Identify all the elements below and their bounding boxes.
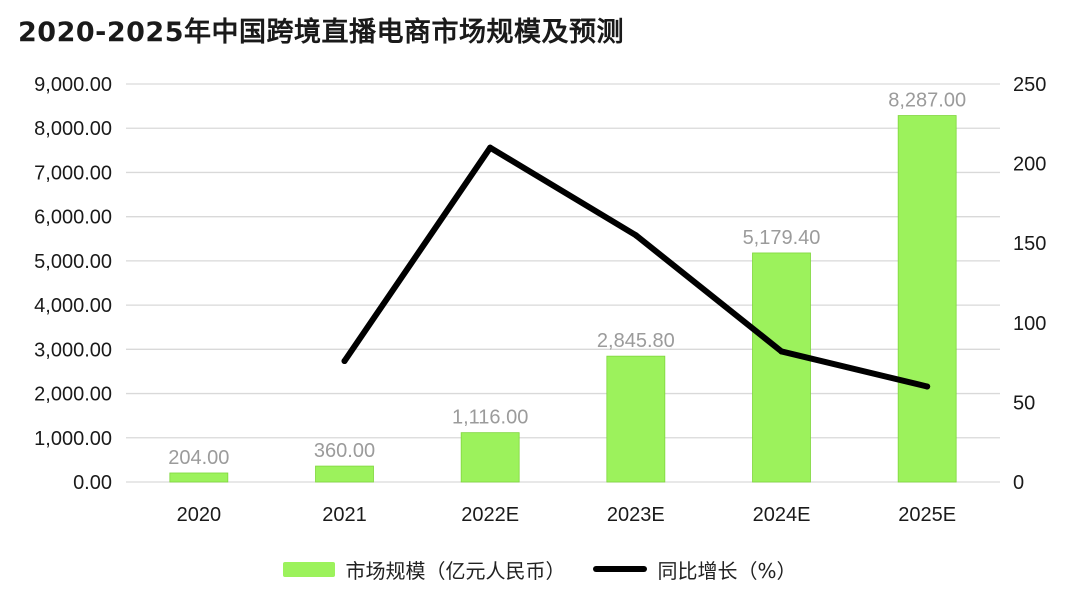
legend: 市场规模（亿元人民币） 同比增长（%） [0,551,1080,587]
bar-data-label: 8,287.00 [888,90,966,112]
bars-market-size [169,115,957,483]
x-tick-label: 2025E [898,504,956,526]
bar-2021 [315,465,374,483]
line-yoy-growth [341,144,931,390]
yoy-point-2023E [632,232,639,239]
bar-data-label: 1,116.00 [452,407,528,429]
chart-title: 2020-2025年中国跨境直播电商市场规模及预测 [18,17,624,48]
bar-2023E [606,355,666,483]
x-tick-label: 2024E [753,504,811,526]
bar-data-label: 204.00 [168,447,229,469]
yoy-point-2024E [778,348,785,355]
legend-label-market-size: 市场规模（亿元人民币） [345,558,566,583]
left-tick-label: 3,000.00 [34,339,112,361]
bar-data-label: 5,179.40 [743,227,821,249]
bar-2022E [460,432,520,483]
x-tick-label: 2020 [177,504,222,526]
left-tick-label: 5,000.00 [34,251,112,273]
x-tick-label: 2023E [607,504,665,526]
left-axis: 0.00 1,000.00 2,000.00 3,000.00 4,000.00 5,00… [34,74,112,494]
left-tick-label: 1,000.00 [34,428,112,450]
left-tick-label: 4,000.00 [34,295,112,317]
left-tick-label: 9,000.00 [34,74,112,96]
bar-2024E [752,252,811,483]
right-tick-label: 100 [1013,313,1046,335]
legend-label-yoy-growth: 同比增长（%） [657,558,797,583]
bar-data-label: 360.00 [314,440,375,462]
yoy-point-2021 [341,358,348,365]
left-tick-label: 7,000.00 [34,162,112,184]
right-axis: 0 50 100 150 200 250 [1013,74,1046,494]
x-tick-label: 2022E [461,504,519,526]
bar-2020 [169,472,229,483]
x-axis: 2020 2021 2022E 2023E 2024E 2025E [177,504,957,526]
right-tick-label: 200 [1013,154,1046,176]
yoy-point-2022E [487,144,494,151]
right-tick-label: 50 [1013,392,1035,414]
bar-data-labels: 204.00 360.00 1,116.00 2,845.80 5,179.40 8,28… [168,90,966,469]
right-tick-label: 150 [1013,233,1046,255]
legend-item-market-size[interactable]: 市场规模（亿元人民币） [283,555,565,584]
yoy-point-2025E [924,383,931,390]
bar-data-label: 2,845.80 [597,330,675,352]
left-tick-label: 2,000.00 [34,384,112,406]
right-tick-label: 0 [1013,472,1024,494]
left-tick-label: 0.00 [73,472,112,494]
x-tick-label: 2021 [322,504,367,526]
gridlines [126,83,1000,483]
legend-bar-swatch [283,561,336,577]
bar-2025E [897,115,957,483]
left-tick-label: 6,000.00 [34,207,112,229]
legend-line-swatch [593,566,648,572]
legend-item-yoy-growth[interactable]: 同比增长（%） [593,555,797,584]
left-tick-label: 8,000.00 [34,118,112,140]
right-tick-label: 250 [1013,74,1046,96]
